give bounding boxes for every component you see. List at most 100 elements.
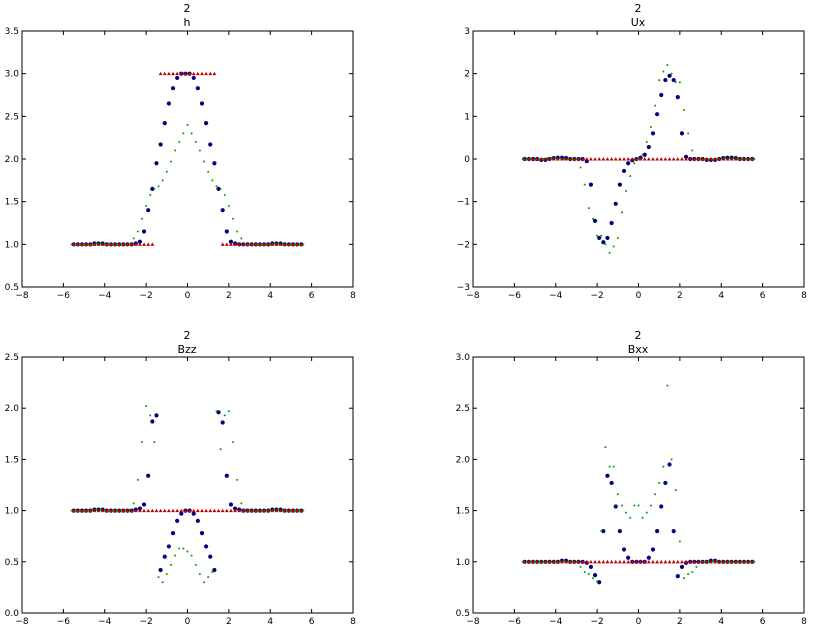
data-point-circle xyxy=(659,504,664,509)
data-point-triangle xyxy=(667,157,672,161)
data-point-dot xyxy=(236,478,239,481)
y-axis-tick-labels: −3 −2 −1 0 1 2 3 xyxy=(457,27,471,293)
data-point-triangle xyxy=(195,71,200,76)
data-point-dot xyxy=(542,560,545,563)
data-point-dot xyxy=(732,560,735,563)
data-point-dot xyxy=(165,170,168,173)
data-point-circle xyxy=(646,144,651,150)
data-point-dot xyxy=(83,243,86,246)
data-point-triangle xyxy=(680,559,684,564)
data-point-dot xyxy=(695,158,698,160)
data-point-dot xyxy=(728,560,731,563)
data-point-triangle xyxy=(597,559,602,564)
data-point-dot xyxy=(252,509,255,512)
x-tick-label: −2 xyxy=(139,617,152,627)
data-point-triangle xyxy=(80,508,84,513)
data-point-circle xyxy=(621,547,627,552)
data-point-triangle xyxy=(92,508,97,513)
data-point-dot xyxy=(538,560,541,563)
data-point-triangle xyxy=(555,559,560,564)
x-tick-label: 2 xyxy=(677,617,683,627)
y-tick-label: 2.0 xyxy=(5,404,20,414)
data-point-dot xyxy=(211,179,214,182)
data-point-triangle xyxy=(675,157,680,161)
data-point-dot xyxy=(654,493,657,496)
data-point-dot xyxy=(654,104,657,107)
data-point-dot xyxy=(182,132,185,135)
data-point-triangle xyxy=(253,508,258,513)
data-point-dot xyxy=(194,140,197,143)
axis-ticks xyxy=(472,30,805,288)
data-point-dot xyxy=(140,217,143,220)
data-point-circle xyxy=(679,131,685,136)
data-point-circle xyxy=(650,547,656,552)
data-point-triangle xyxy=(642,157,647,161)
data-point-dot xyxy=(736,560,739,563)
data-point-dot xyxy=(600,530,603,533)
data-point-triangle xyxy=(605,157,610,161)
x-tick-label: 2 xyxy=(226,617,232,627)
subplot-subtitle: Ux xyxy=(631,16,646,29)
data-point-dot xyxy=(645,511,648,514)
data-point-circle xyxy=(175,75,180,81)
data-point-dot xyxy=(112,509,115,512)
data-point-triangle xyxy=(564,559,568,564)
data-point-circle xyxy=(208,554,213,559)
data-point-dot xyxy=(695,565,698,568)
data-point-dot xyxy=(207,170,210,173)
data-point-circle xyxy=(671,77,676,83)
data-point-dot xyxy=(563,158,566,160)
data-point-triangle xyxy=(522,157,527,161)
data-point-triangle xyxy=(733,559,738,564)
data-point-dot xyxy=(227,204,230,207)
data-point-triangle xyxy=(270,508,275,513)
data-point-dot xyxy=(612,465,615,468)
data-point-dot xyxy=(745,158,748,160)
data-point-dot xyxy=(153,440,156,443)
data-point-triangle xyxy=(746,559,751,564)
data-point-triangle xyxy=(233,242,237,246)
data-point-triangle xyxy=(266,508,271,513)
subplot-subtitle: Bzz xyxy=(177,343,196,356)
data-point-dot xyxy=(190,554,193,557)
data-point-triangle xyxy=(291,508,295,513)
data-point-dot xyxy=(637,504,640,507)
data-point-triangle xyxy=(630,157,635,161)
data-point-triangle xyxy=(84,242,89,246)
data-point-dot xyxy=(633,504,636,507)
x-tick-label: −8 xyxy=(466,291,480,301)
data-point-dot xyxy=(269,243,272,246)
data-point-triangle xyxy=(609,157,614,161)
x-tick-label: −8 xyxy=(15,617,29,627)
x-tick-label: 2 xyxy=(677,291,683,301)
data-point-triangle xyxy=(125,242,130,246)
data-point-triangle xyxy=(593,157,597,161)
data-point-triangle xyxy=(721,157,726,161)
data-point-circle xyxy=(588,564,594,570)
data-point-triangle xyxy=(696,157,701,161)
data-point-triangle xyxy=(113,508,117,513)
data-point-dot xyxy=(699,560,702,563)
y-tick-label: 0.5 xyxy=(456,609,470,619)
data-point-triangle xyxy=(560,559,564,564)
data-point-circle xyxy=(613,201,618,206)
data-point-dot xyxy=(749,158,752,160)
data-point-circle xyxy=(605,473,610,478)
x-tick-label: 4 xyxy=(718,617,724,627)
data-point-dot xyxy=(662,70,665,73)
data-point-dot xyxy=(157,185,160,188)
data-point-dot xyxy=(120,509,123,512)
y-tick-label: 2.0 xyxy=(5,155,20,165)
data-point-dot xyxy=(145,204,148,207)
data-point-triangle xyxy=(121,242,126,246)
data-point-triangle xyxy=(688,559,693,564)
data-point-circle xyxy=(162,554,167,559)
data-point-circle xyxy=(195,518,200,523)
data-point-circle xyxy=(601,528,606,534)
data-point-circle xyxy=(642,152,647,157)
data-point-triangle xyxy=(568,559,573,564)
data-point-dot xyxy=(240,237,243,240)
data-point-dot xyxy=(136,230,139,233)
subplot-ux: 2 Ux −8 −6 −4 −2 0 2 4 6 8 −3 −2 −1 0 1 … xyxy=(457,2,807,301)
axis-ticks xyxy=(21,356,354,614)
